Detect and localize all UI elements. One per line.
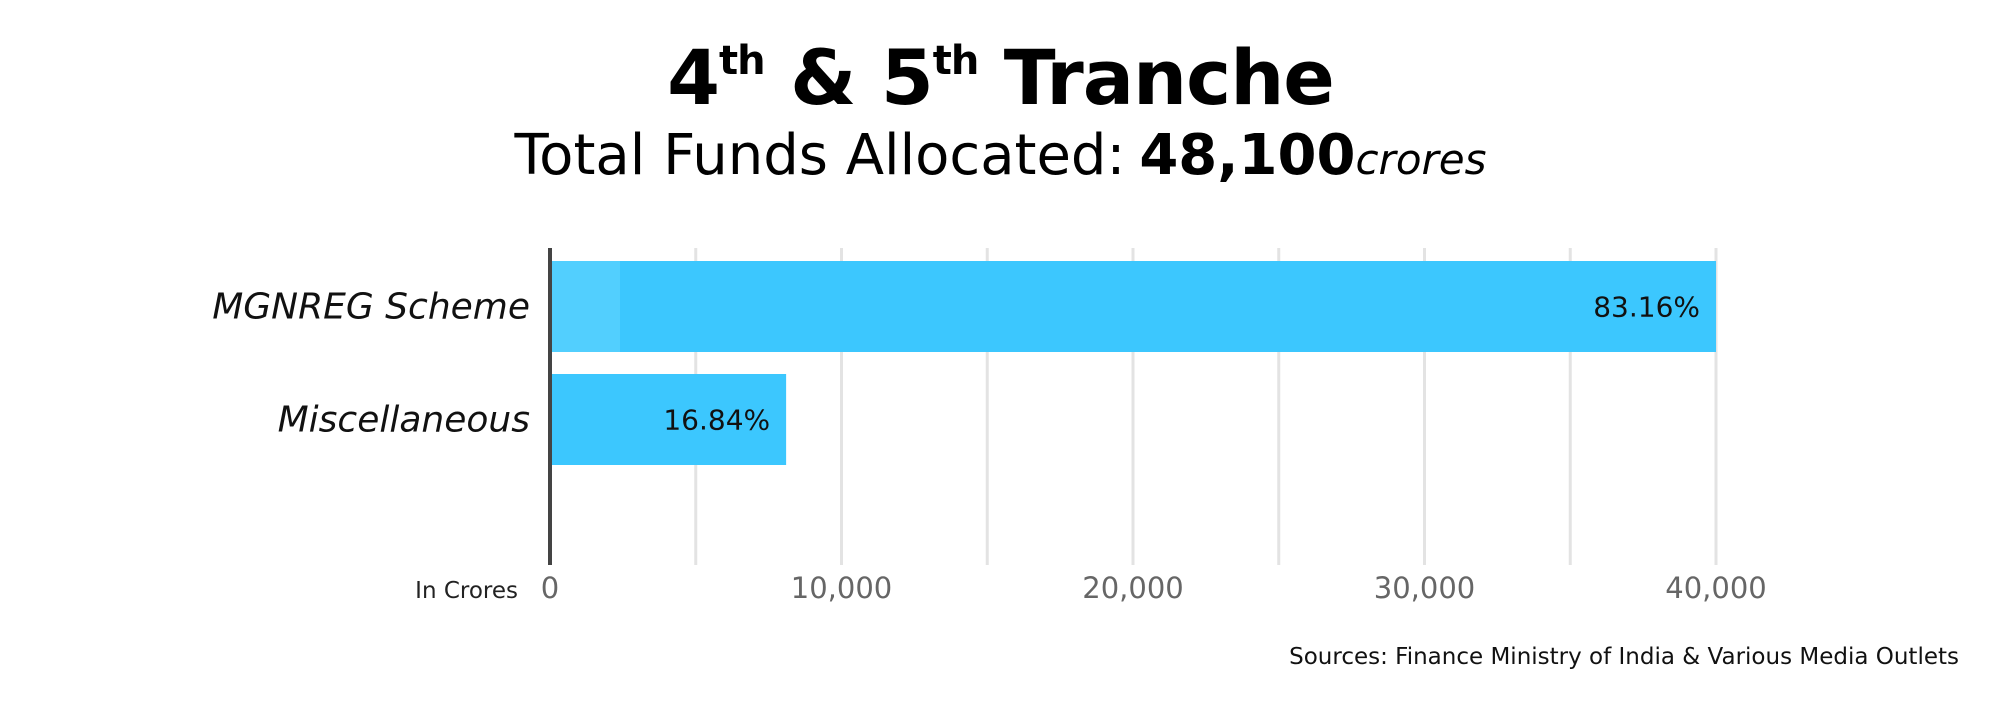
source-note: Sources: Finance Ministry of India & Var… [1289,644,1959,670]
title-part-2: & 5 [764,33,934,122]
title-part-3: Tranche [978,33,1335,122]
subtitle-label: Total Funds Allocated: [514,123,1126,188]
bar [550,261,1716,352]
x-tick-label: 10,000 [791,571,892,605]
amount-unit: crores [1355,135,1487,184]
x-axis-label: In Crores [415,578,518,604]
category-label: MGNREG Scheme [212,287,530,328]
total-amount: 48,100 [1139,123,1356,188]
x-tick-label: 0 [541,571,559,605]
title-superscript-2: th [932,38,980,84]
x-tick-label: 20,000 [1082,571,1183,605]
category-label: Miscellaneous [278,400,530,441]
data-label: 83.16% [1593,291,1700,324]
x-tick-label: 40,000 [1665,571,1766,605]
chart-title: 4th & 5th Tranche [0,28,2001,128]
chart-subtitle: Total Funds Allocated: 48,100crores [0,116,2001,200]
bar [550,374,787,465]
x-tick-label: 30,000 [1374,571,1475,605]
title-part-1: 4 [667,33,720,122]
bar-highlight [550,261,620,352]
title-superscript-1: th [719,38,766,84]
data-label: 16.84% [663,404,770,437]
